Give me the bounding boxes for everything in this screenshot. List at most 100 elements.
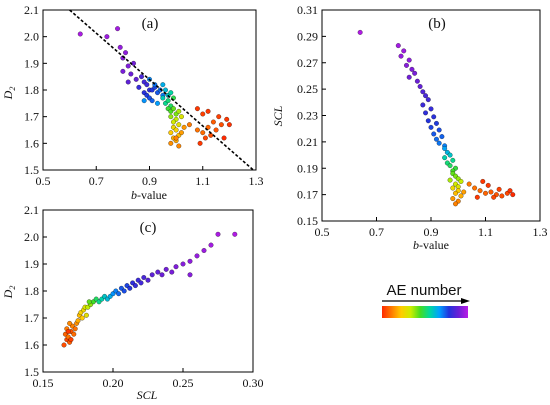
x-tick-label: 1.3 [533, 225, 548, 239]
scatter-point [221, 135, 227, 141]
scatter-point [136, 84, 142, 90]
x-tick-label: 0.7 [89, 174, 104, 188]
scatter-point [170, 106, 177, 112]
x-axis-label-a-italic: b [131, 188, 137, 202]
scatter-point [86, 299, 92, 305]
panel-b: 0.5 0.7 0.9 1.1 1.3 0.15 0.17 0.19 0.21 0.23 0.25… [271, 3, 548, 252]
scatter-point [425, 118, 431, 124]
x-axis-ticks-c: 0.15 0.20 0.25 0.30 [33, 368, 264, 390]
y-tick-label: 0.19 [297, 161, 318, 175]
scatter-point [159, 272, 165, 278]
scatter-point [168, 114, 174, 120]
scatter-point [480, 178, 486, 184]
scatter-point [75, 318, 81, 324]
scatter-point [133, 76, 139, 82]
x-axis-label-b-italic: b [413, 238, 419, 252]
scatter-point [205, 108, 211, 114]
scatter-point [482, 190, 489, 196]
scatter-points-b [357, 29, 516, 207]
y-tick-label: 1.6 [24, 338, 39, 352]
y-tick-label: 1.5 [24, 365, 39, 379]
y-tick-label: 1.9 [24, 56, 39, 70]
x-axis-label-a: b-value [131, 188, 167, 202]
scatter-point [510, 192, 516, 198]
scatter-point [141, 98, 147, 104]
scatter-point [472, 185, 478, 191]
x-axis-label-a-rest: -value [137, 188, 167, 202]
y-tick-label: 0.31 [297, 3, 318, 17]
plot-area-b [321, 9, 541, 222]
scatter-point [450, 185, 456, 191]
scatter-point [186, 122, 192, 128]
scatter-point [178, 130, 184, 136]
panel-c: 0.15 0.20 0.25 0.30 1.5 1.6 1.7 1.8 1.9 2.0 2.1 (… [1, 203, 264, 402]
scatter-point [173, 127, 179, 133]
scatter-point [121, 288, 127, 294]
scatter-point [165, 98, 171, 104]
scatter-point [116, 291, 122, 297]
scatter-point [439, 134, 445, 140]
scatter-point [200, 130, 206, 136]
y-tick-label: 1.7 [24, 311, 39, 325]
scatter-point [433, 136, 440, 142]
scatter-point [436, 140, 442, 146]
y-tick-label: 0.15 [297, 214, 318, 228]
scatter-point [79, 315, 85, 321]
x-axis-label-c: SCL [137, 388, 158, 402]
scatter-point [216, 114, 222, 120]
scatter-point [452, 201, 459, 207]
panel-a: 0.5 0.7 0.9 1.1 1.3 1.5 1.6 1.7 1.8 1.9 2.0 2.1 (a… [1, 3, 264, 202]
scatter-point [414, 78, 420, 84]
y-axis-ticks-c: 1.5 1.6 1.7 1.8 1.9 2.0 2.1 [24, 203, 47, 379]
scatter-point [412, 70, 418, 76]
scatter-point [138, 280, 144, 286]
scatter-point [433, 120, 440, 126]
scatter-point [406, 57, 412, 63]
scatter-point [466, 181, 472, 187]
panel-label-a: (a) [142, 16, 159, 32]
scatter-point [201, 247, 207, 254]
scatter-point [428, 124, 434, 130]
scatter-point [208, 242, 214, 248]
scatter-point [197, 140, 203, 146]
scatter-point [61, 342, 67, 348]
scatter-point [423, 110, 429, 116]
y-tick-label: 2.0 [24, 30, 39, 44]
x-tick-label: 0.25 [173, 376, 194, 390]
scatter-point [447, 177, 453, 183]
x-tick-label: 0.5 [315, 225, 330, 239]
y-tick-label: 1.9 [24, 257, 39, 271]
scatter-point [428, 106, 434, 112]
scatter-point [431, 131, 437, 137]
x-tick-label: 0.30 [243, 376, 264, 390]
scatter-point [72, 326, 78, 332]
scatter-point [200, 111, 206, 117]
scatter-point [210, 119, 216, 125]
scatter-point [447, 163, 453, 169]
colorscale-bar [382, 306, 468, 318]
y-tick-label: 1.5 [24, 163, 39, 177]
scatter-point [170, 119, 177, 125]
y-tick-label: 1.6 [24, 136, 39, 150]
scatter-point [458, 193, 464, 199]
scatter-points-c [61, 231, 238, 348]
scatter-point [125, 63, 131, 69]
y-tick-label: 0.25 [297, 82, 318, 96]
scatter-point [213, 127, 219, 133]
scatter-point [406, 74, 412, 80]
x-tick-label: 0.20 [103, 376, 124, 390]
y-tick-label: 0.27 [297, 56, 318, 70]
scatter-point [395, 43, 401, 49]
scatter-point [409, 66, 415, 72]
scatter-point [215, 231, 221, 237]
y-tick-label: 2.1 [24, 203, 39, 217]
scatter-point [125, 79, 131, 85]
scatter-point [218, 122, 224, 128]
scatter-point [357, 29, 363, 35]
scatter-point [160, 82, 166, 88]
x-tick-label: 1.3 [249, 174, 264, 188]
scatter-point [401, 48, 407, 54]
scatter-point [138, 74, 145, 80]
panel-label-b: (b) [428, 16, 446, 32]
